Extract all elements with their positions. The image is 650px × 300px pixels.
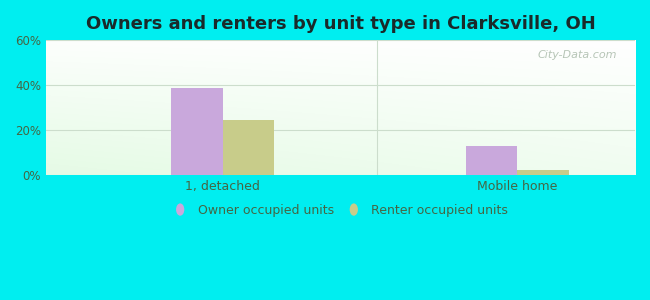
Bar bbox=[171, 88, 222, 175]
Text: City-Data.com: City-Data.com bbox=[538, 50, 618, 59]
Title: Owners and renters by unit type in Clarksville, OH: Owners and renters by unit type in Clark… bbox=[86, 15, 595, 33]
Bar bbox=[465, 146, 517, 175]
Bar bbox=[517, 170, 569, 175]
Legend: Owner occupied units, Renter occupied units: Owner occupied units, Renter occupied un… bbox=[168, 200, 514, 223]
Bar bbox=[222, 120, 274, 175]
